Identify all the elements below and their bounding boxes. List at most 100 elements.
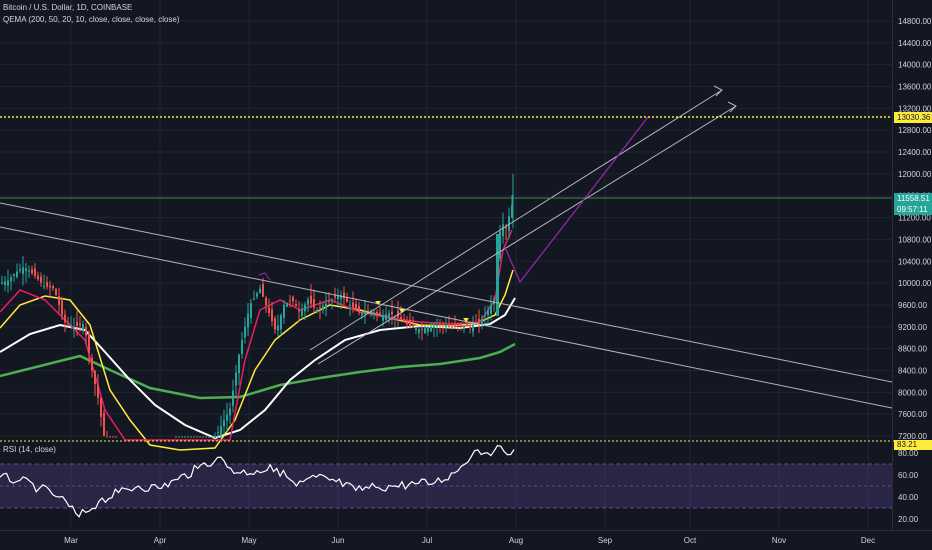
candle-body <box>103 412 105 436</box>
price-tick-label: 12400.00 <box>898 148 932 157</box>
candle-body <box>346 297 348 302</box>
candle-body <box>466 323 468 327</box>
candle-body <box>37 275 39 280</box>
candle-body <box>301 309 303 317</box>
candle-body <box>355 303 357 310</box>
candle-body <box>424 328 426 334</box>
candle-body <box>439 323 441 325</box>
price-candles <box>1 173 514 438</box>
candle-body <box>490 304 492 314</box>
candle-body <box>229 408 231 416</box>
candle-body <box>460 323 462 326</box>
candle-body <box>499 231 501 259</box>
candle-body <box>292 296 294 302</box>
symbol-legend[interactable]: Bitcoin / U.S. Dollar, 1D, COINBASE <box>3 3 133 12</box>
countdown-label: 09:57:11 <box>897 205 928 214</box>
candle-body <box>241 339 243 355</box>
candle-body <box>421 328 423 330</box>
trendline-drawings[interactable] <box>0 85 893 409</box>
candle-body <box>427 327 429 332</box>
time-tick-label: May <box>241 536 256 545</box>
level-price-label-bg <box>894 112 932 123</box>
rsi-legend[interactable]: RSI (14, close) <box>3 445 56 454</box>
price-tick-label: 14000.00 <box>898 61 932 70</box>
projection-segment <box>258 272 271 281</box>
time-tick-label: Nov <box>772 536 786 545</box>
candle-body <box>358 306 360 313</box>
candle-body <box>250 303 252 319</box>
candle-body <box>307 299 309 305</box>
candle-body <box>487 310 489 316</box>
signal-marker <box>399 309 405 313</box>
price-tick-label: 7200.00 <box>898 432 927 441</box>
rsi-tick-label: 60.00 <box>898 471 919 480</box>
candle-body <box>334 294 336 298</box>
candle-body <box>388 313 390 319</box>
time-tick-label: Jun <box>332 536 345 545</box>
candle-body <box>382 315 384 321</box>
candle-body <box>79 323 81 326</box>
candle-body <box>244 326 246 338</box>
time-tick-label: Dec <box>861 536 875 545</box>
rsi-value-label-bg <box>894 440 932 450</box>
candle-body <box>214 437 216 438</box>
candle-body <box>280 315 282 330</box>
candle-body <box>454 323 456 327</box>
candle-body <box>352 302 354 308</box>
candle-body <box>436 324 438 327</box>
moving-averages <box>0 229 516 451</box>
candle-body <box>16 271 18 277</box>
candle-body <box>379 312 381 316</box>
candle-body <box>217 432 219 434</box>
rsi-tick-label: 80.00 <box>898 449 919 458</box>
candle-body <box>319 307 321 309</box>
candle-body <box>400 316 402 320</box>
ascending-channel-lower <box>317 105 737 365</box>
candle-body <box>97 384 99 398</box>
candle-body <box>40 276 42 283</box>
candle-body <box>484 314 486 316</box>
price-tick-label: 10400.00 <box>898 257 932 266</box>
candle-body <box>349 304 351 306</box>
candle-body <box>502 224 504 237</box>
rsi-pane[interactable] <box>0 440 932 518</box>
candle-body <box>88 333 90 354</box>
candle-body <box>226 414 228 421</box>
last-price-label-bg <box>894 193 932 204</box>
candle-body <box>304 304 306 312</box>
candle-body <box>82 324 84 330</box>
candle-body <box>55 288 57 296</box>
indicator-legend[interactable]: QEMA (200, 50, 20, 10, close, close, clo… <box>3 15 180 24</box>
candle-body <box>448 326 450 328</box>
candle-body <box>364 311 366 315</box>
time-tick-label: Aug <box>509 536 523 545</box>
candle-body <box>274 318 276 330</box>
candle-body <box>316 309 318 312</box>
candle-body <box>100 398 102 417</box>
candle-body <box>61 300 63 315</box>
candle-body <box>361 312 363 315</box>
candle-body <box>442 324 444 326</box>
candle-body <box>445 325 447 328</box>
candle-body <box>238 354 240 374</box>
rsi-tick-label: 20.00 <box>898 515 919 524</box>
candle-body <box>7 280 9 286</box>
candle-body <box>247 313 249 328</box>
candle-body <box>223 420 225 427</box>
rsi-value-label: 83.21 <box>897 440 918 449</box>
candle-body <box>403 321 405 323</box>
price-tick-label: 10800.00 <box>898 235 932 244</box>
candle-body <box>478 318 480 322</box>
arrowhead <box>727 101 737 113</box>
time-tick-label: Mar <box>64 536 78 545</box>
candle-body <box>235 372 237 386</box>
candle-body <box>298 309 300 312</box>
candle-body <box>58 295 60 305</box>
candle-body <box>22 267 24 274</box>
price-tick-label: 14800.00 <box>898 17 932 26</box>
candle-body <box>313 299 315 308</box>
candle-body <box>367 310 369 312</box>
candle-body <box>430 326 432 332</box>
last-price-label: 11558.51 <box>897 194 930 203</box>
